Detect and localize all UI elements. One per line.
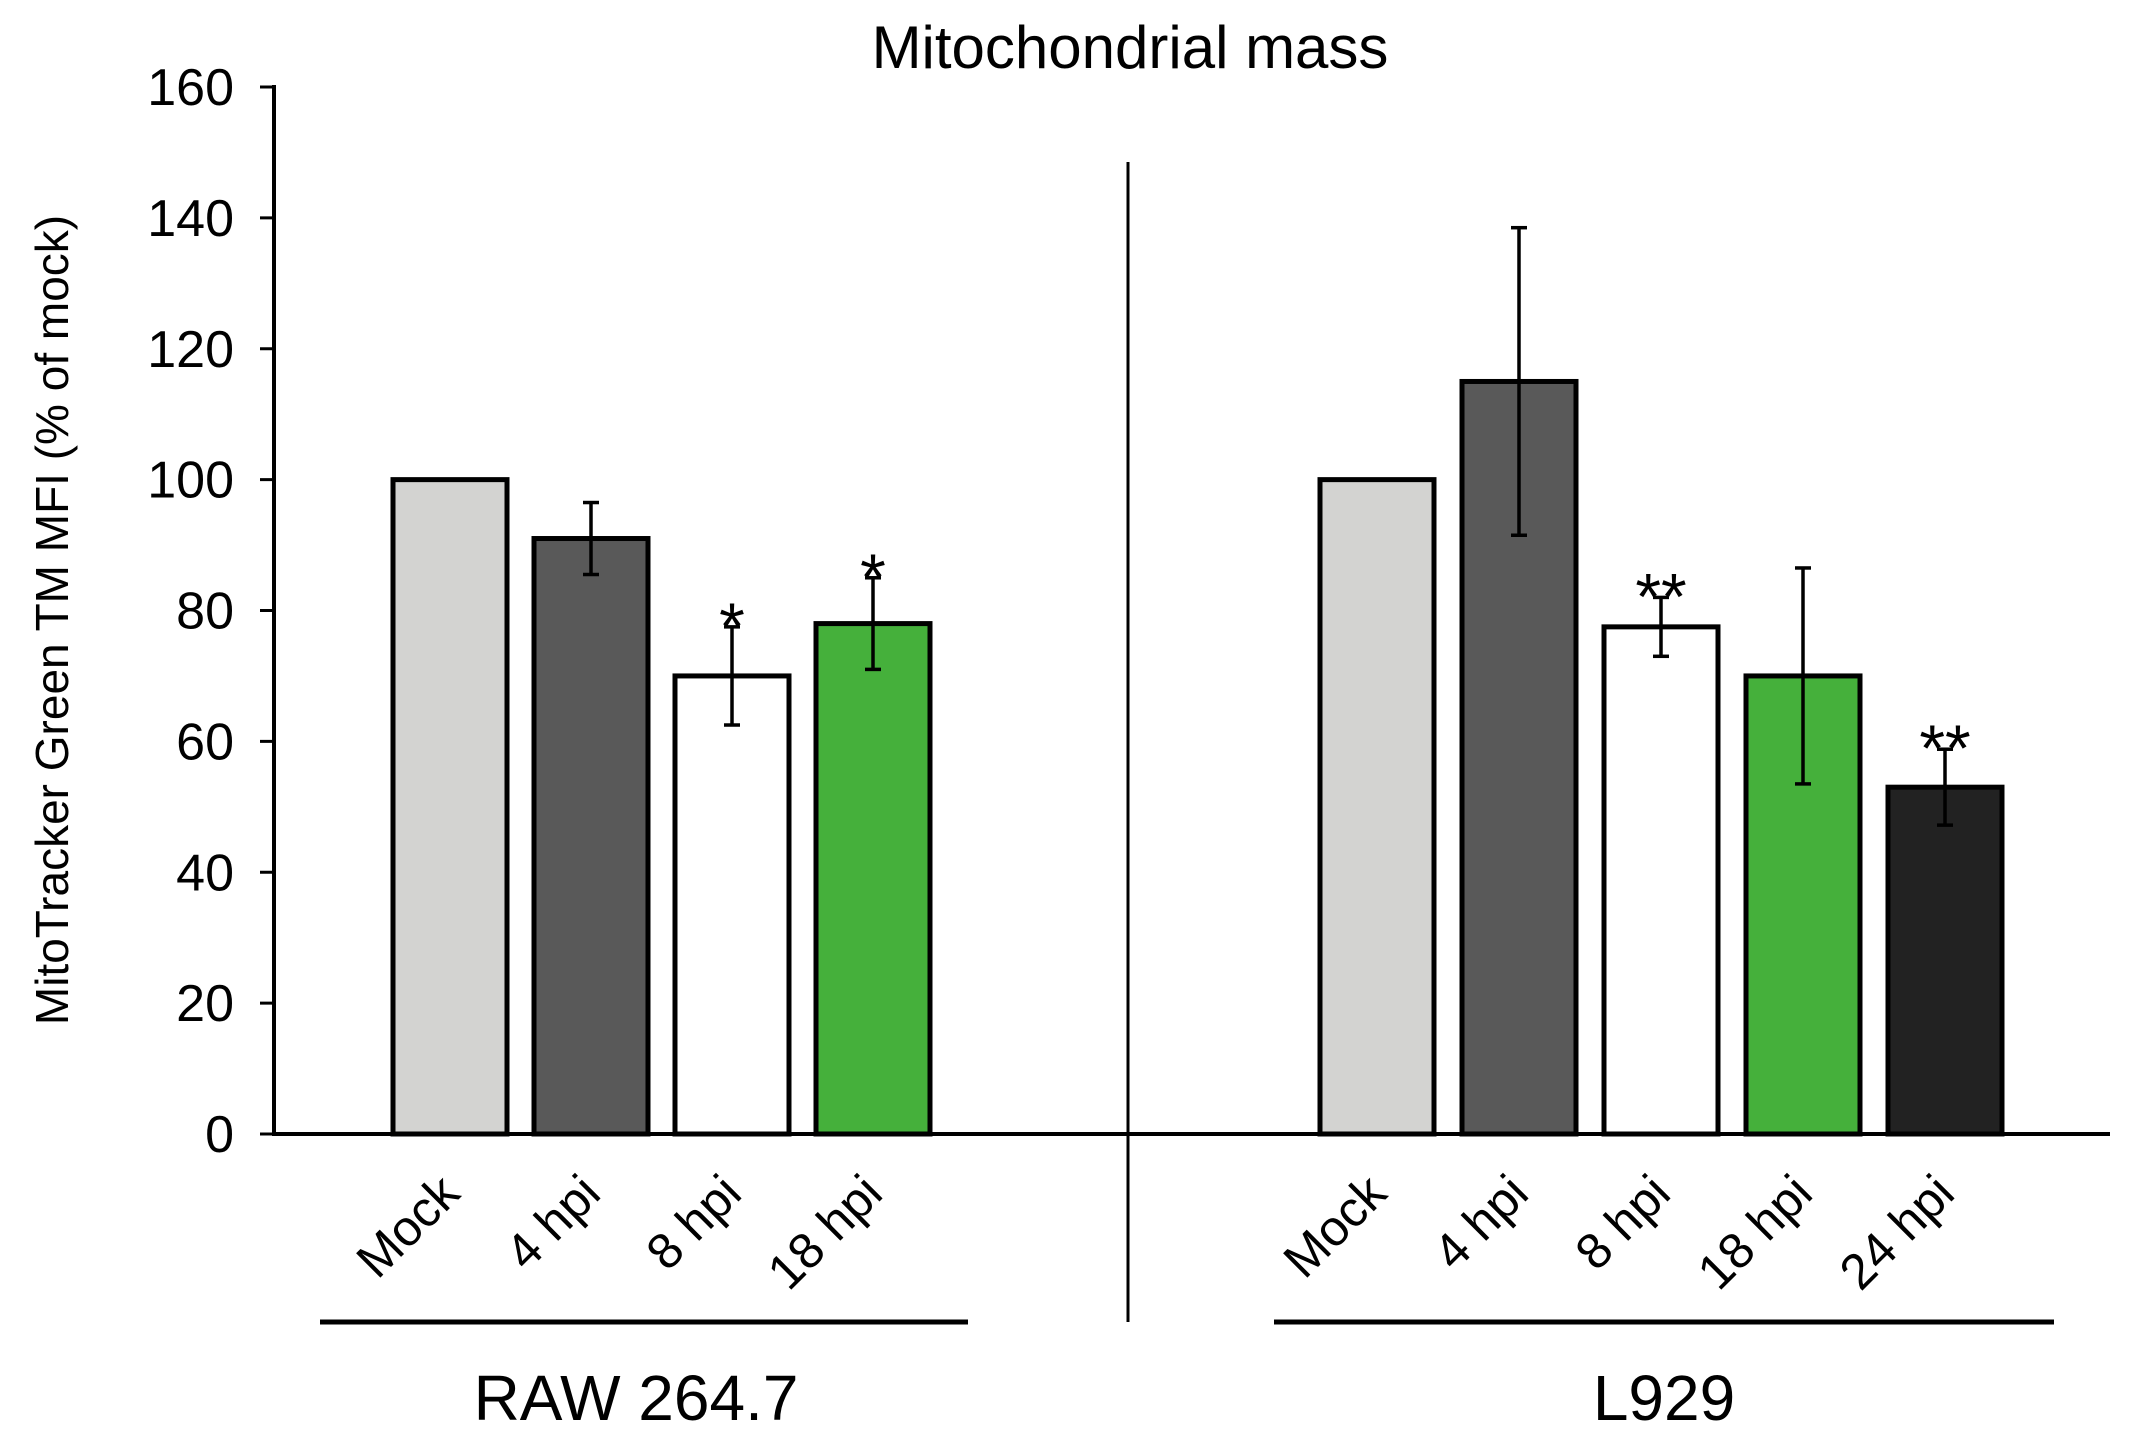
y-tick-label: 40 [176,844,234,902]
y-tick-label: 140 [147,190,234,248]
x-tick-label: 18 hpi [757,1164,893,1300]
bar-raw-264-7-mock [390,477,510,1137]
y-tick-label: 80 [176,583,234,641]
bar-raw-264-7-4-hpi [531,536,651,1137]
y-tick-label: 160 [147,59,234,117]
bar-raw-264-7-8-hpi [672,673,792,1137]
x-tick-label: 4 hpi [495,1164,611,1280]
significance-marker: * [719,589,745,663]
chart-title: Mitochondrial mass [872,14,1389,81]
bars-layer: ** **** [390,225,2005,1137]
group-label: RAW 264.7 [474,1362,799,1434]
significance-marker: ** [1919,711,1970,785]
significance-marker: ** [1635,559,1686,633]
group-labels: RAW 264.7 L929 [320,1319,2054,1434]
x-tick-label: 4 hpi [1423,1164,1539,1280]
x-tick-label: 24 hpi [1829,1164,1965,1300]
y-tick-label: 60 [176,713,234,771]
y-axis-label: MitoTracker Green TM MFI (% of mock) [26,215,78,1025]
x-tick-labels: Mock 4 hpi 8 hpi 18 hpi Mock 4 hpi 8 hpi 18 hpi… [346,1163,1965,1300]
y-tick-label: 120 [147,321,234,379]
bar-l929-8-hpi [1601,624,1721,1137]
x-tick-label: 8 hpi [1565,1164,1681,1280]
significance-marker: * [860,540,886,614]
y-tick-label: 0 [205,1106,234,1164]
y-tick-label: 100 [147,452,234,510]
bar-l929-mock [1317,477,1437,1137]
x-tick-label: Mock [1273,1163,1398,1288]
bar-l929-24-hpi [1885,784,2005,1137]
x-tick-label: Mock [346,1163,471,1288]
group-label: L929 [1593,1362,1735,1434]
x-tick-label: 8 hpi [636,1164,752,1280]
y-tick-label: 20 [176,975,234,1033]
x-tick-label: 18 hpi [1687,1164,1823,1300]
bar-raw-264-7-18-hpi [813,621,933,1137]
